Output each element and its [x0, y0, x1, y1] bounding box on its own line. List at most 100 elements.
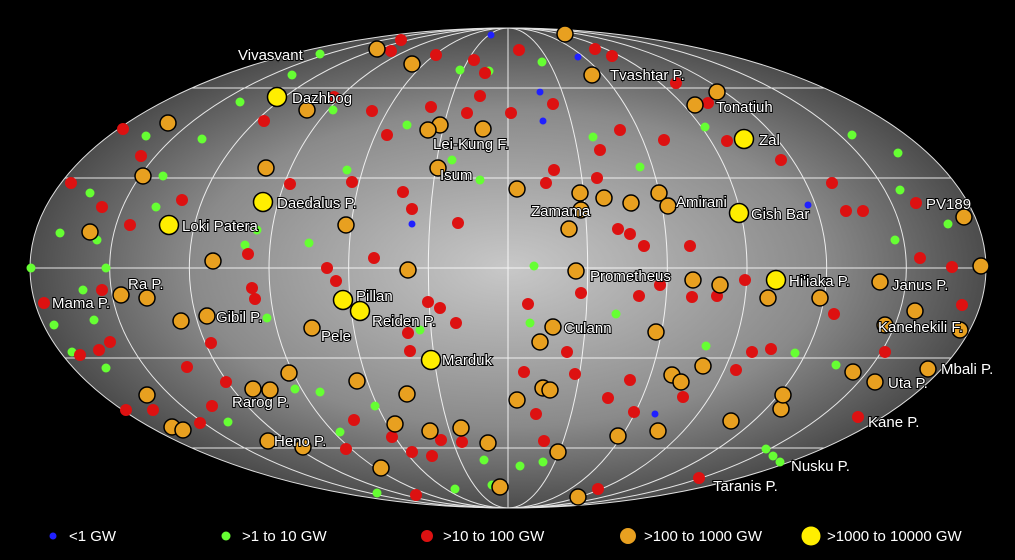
hotspot	[857, 205, 869, 217]
hotspot	[768, 451, 778, 461]
feature-label: Culann	[564, 320, 612, 337]
hotspot	[321, 262, 333, 274]
hotspot	[847, 130, 857, 140]
feature-label: Mama P.	[52, 295, 110, 312]
hotspot	[220, 376, 232, 388]
feature-label: Pillan	[356, 288, 393, 305]
hotspot	[730, 364, 742, 376]
feature-label: Heno P.	[274, 433, 326, 450]
hotspot	[406, 203, 418, 215]
hotspot	[943, 219, 953, 229]
hotspot	[826, 177, 838, 189]
hotspot	[101, 263, 111, 273]
hotspot	[583, 66, 601, 84]
hotspot	[174, 421, 192, 439]
hotspot	[147, 404, 159, 416]
hotspot	[746, 346, 758, 358]
hotspot	[479, 455, 489, 465]
hotspot	[348, 414, 360, 426]
hotspot	[197, 134, 207, 144]
hotspot	[435, 434, 447, 446]
hotspot	[686, 96, 704, 114]
hotspot	[537, 57, 547, 67]
hotspot	[946, 261, 958, 273]
hotspot	[172, 312, 190, 330]
hotspot	[591, 172, 603, 184]
hotspot	[101, 363, 111, 373]
hotspot	[701, 341, 711, 351]
hotspot	[89, 315, 99, 325]
hotspot	[158, 171, 168, 181]
hotspot	[403, 55, 421, 73]
hotspot	[711, 276, 729, 294]
hotspot	[38, 297, 50, 309]
hotspot	[658, 134, 670, 146]
hotspot	[342, 165, 352, 175]
hotspot	[831, 360, 841, 370]
hotspot	[348, 372, 366, 390]
hotspot	[721, 135, 733, 147]
hotspot	[112, 286, 130, 304]
hotspot	[951, 321, 969, 339]
hotspot	[223, 417, 233, 427]
hotspot	[96, 284, 108, 296]
hotspot	[349, 300, 371, 322]
hotspot	[397, 186, 409, 198]
feature-label: Kanehekili F.	[878, 319, 963, 336]
hotspot	[455, 65, 465, 75]
legend-swatch	[801, 526, 821, 546]
feature-label: Reiden P.	[372, 313, 436, 330]
hotspot	[914, 252, 926, 264]
hotspot	[972, 257, 990, 275]
hotspot	[560, 220, 578, 238]
hotspot	[402, 327, 414, 339]
hotspot	[702, 97, 714, 109]
hotspot	[419, 121, 437, 139]
hotspot	[871, 273, 889, 291]
hotspot	[602, 392, 614, 404]
hotspot	[606, 50, 618, 62]
hotspot	[774, 386, 792, 404]
hotspot	[425, 101, 437, 113]
hotspot	[159, 114, 177, 132]
feature-label: Zamama	[531, 203, 591, 220]
hotspot	[194, 417, 206, 429]
hotspot	[612, 223, 624, 235]
hotspot	[49, 320, 59, 330]
hotspot	[261, 381, 279, 399]
graticule	[29, 27, 987, 509]
hotspot	[677, 391, 689, 403]
hotspot	[609, 427, 627, 445]
hotspot	[176, 194, 188, 206]
hotspot	[366, 105, 378, 117]
hotspot	[556, 25, 574, 43]
hotspot	[141, 131, 151, 141]
feature-label: Ra P.	[128, 276, 164, 293]
hotspot	[280, 364, 298, 382]
hotspot	[368, 252, 380, 264]
hotspot	[404, 345, 416, 357]
hotspot	[879, 346, 891, 358]
hotspot	[708, 83, 726, 101]
hotspot	[624, 228, 636, 240]
feature-label: PV189	[926, 196, 971, 213]
hotspot	[386, 415, 404, 433]
hotspot	[651, 410, 659, 418]
hotspot	[866, 373, 884, 391]
hotspot	[332, 289, 354, 311]
hotspot	[547, 98, 559, 110]
hotspot	[399, 261, 417, 279]
hotspot	[505, 107, 517, 119]
hotspot	[895, 185, 905, 195]
hotspot	[531, 333, 549, 351]
hotspot	[284, 178, 296, 190]
hotspot	[876, 316, 894, 334]
feature-label: Tvashtar P.	[610, 67, 685, 84]
hotspot	[402, 120, 412, 130]
hotspot	[765, 269, 787, 291]
legend-swatch	[421, 530, 433, 542]
hotspot	[337, 216, 355, 234]
hotspot	[252, 191, 274, 213]
hotspot	[955, 208, 973, 226]
